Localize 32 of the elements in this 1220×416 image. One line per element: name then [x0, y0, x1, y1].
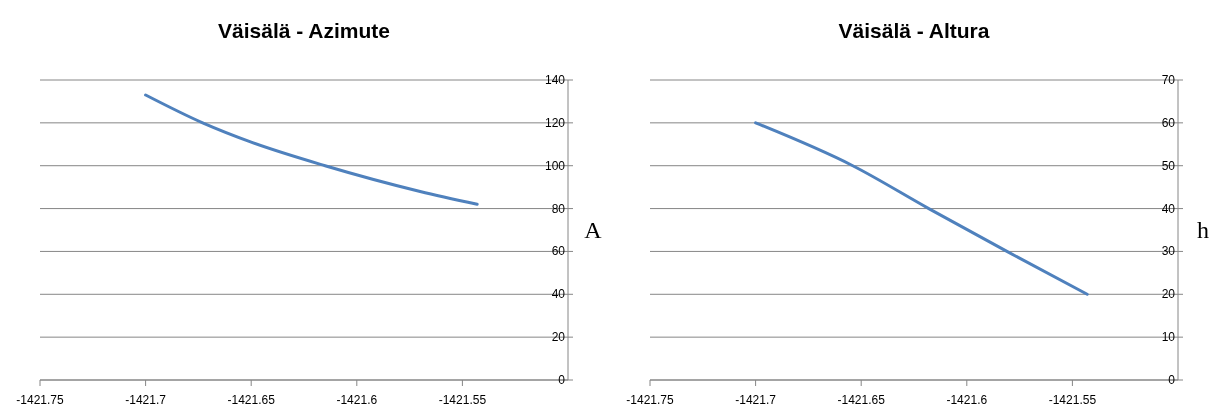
line-series [754, 121, 1089, 296]
y-tick-label: 40 [1161, 201, 1176, 216]
x-tick-label: -1421.55 [438, 393, 487, 407]
x-tick-label: -1421.7 [125, 393, 167, 407]
y-tick-label: 40 [551, 287, 566, 302]
x-tick-label: -1421.65 [837, 393, 886, 407]
y-tick-label: 140 [544, 73, 566, 87]
y-tick-label: 10 [1161, 330, 1176, 345]
y-tick-label: 30 [1161, 244, 1176, 259]
x-tick-label: -1421.55 [1048, 393, 1097, 407]
x-tick-label: -1421.65 [227, 393, 276, 407]
y-tick-label: 20 [551, 330, 566, 345]
y-tick-label: 70 [1161, 73, 1176, 87]
x-tick-label: -1421.6 [946, 393, 988, 407]
y-tick-label: 0 [1168, 373, 1176, 387]
y-tick-label: 0 [558, 373, 566, 387]
x-tick-label: -1421.7 [735, 393, 777, 407]
y-tick-label: 100 [544, 158, 566, 173]
chart-title: Väisälä - Altura [838, 19, 990, 42]
y-tick-label: 50 [1161, 158, 1176, 173]
y-axis-title: A [584, 217, 603, 243]
x-tick-label: -1421.75 [16, 393, 65, 407]
y-tick-label: 20 [1161, 287, 1176, 302]
x-tick-label: -1421.75 [626, 393, 675, 407]
x-tick-label: -1421.6 [336, 393, 378, 407]
chart-title: Väisälä - Azimute [218, 19, 390, 42]
y-tick-label: 80 [551, 201, 566, 216]
y-tick-label: 60 [1161, 115, 1176, 130]
line-series [144, 93, 479, 206]
y-axis-title: h [1197, 217, 1209, 243]
y-tick-label: 60 [551, 244, 566, 259]
y-tick-label: 120 [544, 115, 566, 130]
